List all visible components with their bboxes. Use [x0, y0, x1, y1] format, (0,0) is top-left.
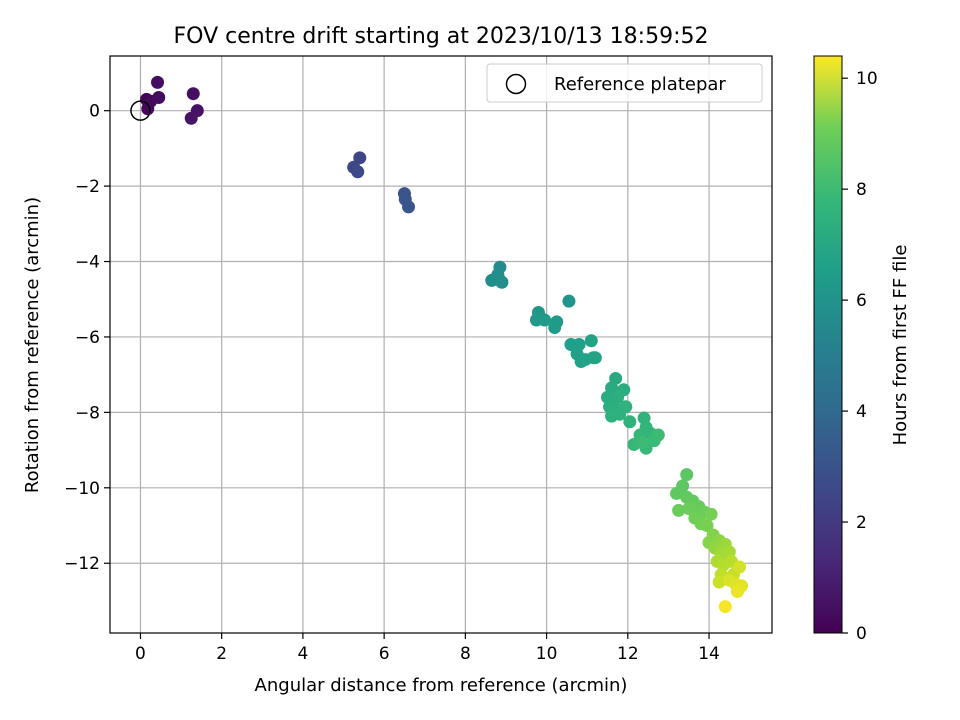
data-point — [402, 200, 416, 214]
data-point — [538, 313, 552, 327]
legend-box — [486, 63, 763, 103]
data-point — [623, 415, 637, 429]
data-point — [152, 90, 166, 104]
x-tick-label: 14 — [698, 644, 720, 664]
x-tick-label: 2 — [216, 644, 227, 664]
legend-marker-reference — [505, 73, 527, 95]
colorbar-tick-label: 2 — [856, 513, 867, 533]
x-tick-label: 0 — [135, 644, 146, 664]
grid-lines — [110, 56, 772, 633]
data-point — [718, 600, 732, 614]
data-point — [672, 503, 686, 517]
colorbar — [813, 55, 843, 634]
x-axis-label: Angular distance from reference (arcmin) — [255, 675, 628, 696]
data-point — [682, 502, 696, 516]
x-tick-label: 6 — [379, 644, 390, 664]
data-point — [733, 560, 747, 574]
data-point — [651, 428, 665, 442]
data-point — [680, 468, 694, 482]
colorbar-label: Hours from first FF file — [890, 245, 911, 446]
data-point — [588, 351, 602, 365]
data-point — [351, 165, 365, 179]
data-point — [712, 575, 726, 589]
y-tick-label: −10 — [64, 479, 100, 499]
data-point — [353, 151, 367, 165]
colorbar-ticks: 0 2 4 6 8 10 — [842, 69, 878, 644]
data-point — [548, 321, 562, 335]
data-point — [635, 436, 649, 450]
data-point — [611, 390, 625, 404]
data-point — [730, 585, 744, 599]
y-tick-label: −2 — [75, 177, 100, 197]
data-point — [619, 400, 633, 414]
data-point — [186, 87, 200, 101]
x-tick-label: 12 — [617, 644, 639, 664]
data-point — [670, 486, 684, 500]
legend-label-reference: Reference platepar — [554, 74, 726, 95]
x-axis-ticks: 0 2 4 6 8 10 12 14 — [135, 633, 720, 664]
reference-marker-layer — [130, 100, 151, 121]
y-tick-label: −12 — [64, 554, 100, 574]
data-point — [700, 519, 714, 533]
x-tick-label: 10 — [536, 644, 558, 664]
data-point — [184, 111, 198, 125]
y-axis-ticks: 0 −2 −4 −6 −8 −10 −12 — [64, 102, 110, 574]
y-tick-label: −8 — [75, 403, 100, 423]
data-point — [151, 75, 165, 89]
data-point — [584, 334, 598, 348]
data-point — [704, 507, 718, 521]
legend: Reference platepar — [486, 63, 763, 103]
y-tick-label: −4 — [75, 253, 100, 273]
colorbar-tick-label: 10 — [856, 69, 878, 89]
data-point — [562, 294, 576, 308]
y-tick-label: −6 — [75, 328, 100, 348]
colorbar-tick-label: 0 — [856, 624, 867, 644]
y-tick-label: 0 — [89, 102, 100, 122]
x-tick-label: 8 — [460, 644, 471, 664]
reference-platepar-marker — [130, 100, 151, 121]
chart-title: FOV centre drift starting at 2023/10/13 … — [174, 24, 709, 49]
y-axis-label: Rotation from reference (arcmin) — [22, 197, 43, 493]
x-tick-label: 4 — [298, 644, 309, 664]
data-points — [140, 75, 749, 614]
colorbar-tick-label: 8 — [856, 180, 867, 200]
plot-frame — [109, 55, 773, 634]
colorbar-tick-label: 6 — [856, 291, 867, 311]
data-point — [493, 273, 507, 287]
colorbar-tick-label: 4 — [856, 402, 867, 422]
